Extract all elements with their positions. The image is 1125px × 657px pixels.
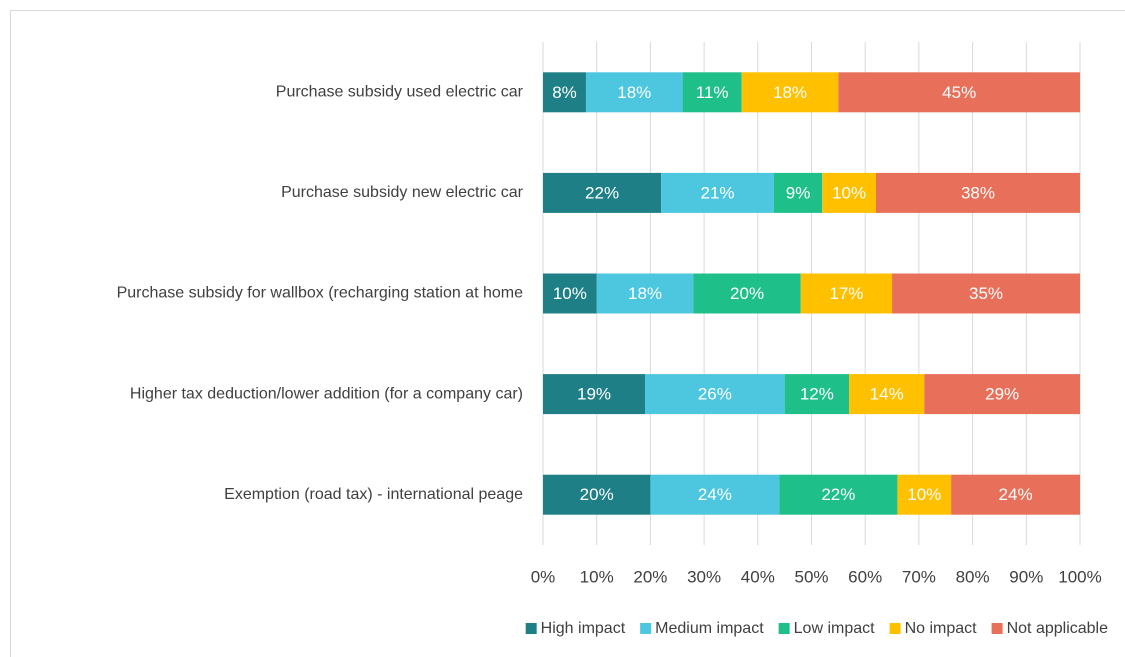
y-tick-label: Purchase subsidy used electric car (276, 84, 524, 101)
bar-segment (741, 72, 839, 113)
data-label: 22% (821, 485, 855, 504)
y-tick-label: Higher tax deduction/lower addition (for… (130, 385, 523, 402)
bar-segment (543, 374, 646, 415)
chart-frame (10, 10, 1125, 657)
data-label: 10% (553, 284, 587, 303)
data-label: 35% (969, 284, 1003, 303)
data-label: 10% (907, 485, 941, 504)
y-tick-label: Purchase subsidy new electric car (281, 184, 524, 201)
data-label: 24% (999, 485, 1033, 504)
legend-swatch (889, 623, 901, 634)
bar-segment (543, 474, 651, 515)
bar-segment (800, 273, 893, 314)
data-label: 12% (800, 385, 834, 404)
data-label: 38% (961, 183, 995, 202)
data-label: 20% (730, 284, 764, 303)
bar-segment (875, 172, 1080, 213)
bar-segment (585, 72, 683, 113)
bar-segment (822, 172, 876, 213)
legend-label: Medium impact (655, 620, 764, 637)
legend-swatch (778, 623, 790, 634)
data-label: 18% (628, 284, 662, 303)
bar-segment (543, 273, 597, 314)
bar-segment (784, 374, 850, 415)
x-tick-label: 50% (794, 567, 828, 586)
bar-segment (543, 172, 662, 213)
bar-segment (543, 72, 586, 113)
x-tick-label: 20% (633, 567, 667, 586)
bar-segment (838, 72, 1080, 113)
bar-segment (693, 273, 801, 314)
data-label: 45% (942, 83, 976, 102)
legend-swatch (525, 623, 537, 634)
data-label: 17% (829, 284, 863, 303)
bar-segment (951, 474, 1080, 515)
y-tick-label: Exemption (road tax) - international pea… (224, 486, 523, 503)
data-label: 26% (698, 385, 732, 404)
x-tick-label: 70% (902, 567, 936, 586)
x-tick-label: 40% (741, 567, 775, 586)
x-tick-label: 30% (687, 567, 721, 586)
x-tick-label: 0% (531, 567, 556, 586)
legend-swatch (991, 623, 1003, 634)
data-label: 9% (786, 183, 811, 202)
bar-segment (645, 374, 785, 415)
data-label: 22% (585, 183, 619, 202)
data-label: 18% (773, 83, 807, 102)
bar-segment (897, 474, 952, 515)
legend-swatch (640, 623, 652, 634)
legend-label: High impact (541, 620, 626, 637)
bar-segment (682, 72, 742, 113)
data-label: 11% (696, 83, 729, 102)
data-label: 8% (552, 83, 577, 102)
x-tick-label: 100% (1058, 567, 1101, 586)
y-tick-label: Purchase subsidy for wallbox (recharging… (117, 285, 524, 302)
bar-segment (849, 374, 925, 415)
data-label: 21% (701, 183, 735, 202)
legend-label: No impact (905, 620, 978, 637)
bar-segment (773, 172, 823, 213)
data-label: 14% (870, 385, 904, 404)
bar-segment (892, 273, 1080, 314)
legend-label: Not applicable (1007, 620, 1109, 637)
bar-segment (924, 374, 1080, 415)
legend-label: Low impact (794, 620, 875, 637)
bar-segment (596, 273, 694, 314)
x-tick-label: 60% (848, 567, 882, 586)
data-label: 24% (698, 485, 732, 504)
bar-segment (779, 474, 898, 515)
x-tick-label: 90% (1009, 567, 1043, 586)
data-label: 20% (580, 485, 614, 504)
x-tick-label: 10% (580, 567, 614, 586)
bar-segment (661, 172, 774, 213)
data-label: 29% (985, 385, 1019, 404)
data-label: 19% (577, 385, 611, 404)
data-label: 18% (617, 83, 651, 102)
data-label: 10% (832, 183, 866, 202)
bar-segment (650, 474, 780, 515)
x-tick-label: 80% (956, 567, 990, 586)
